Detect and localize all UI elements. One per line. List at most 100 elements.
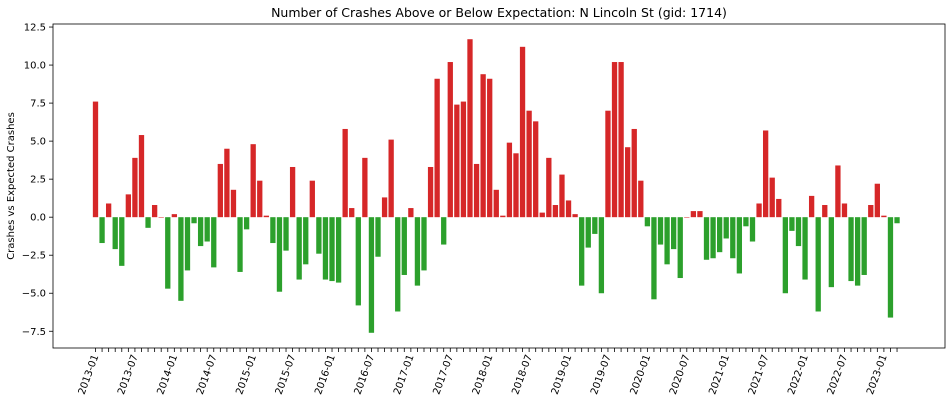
bar-122 — [894, 217, 900, 224]
bar-15 — [191, 217, 197, 224]
bar-56 — [460, 101, 467, 218]
bar-13 — [178, 217, 184, 301]
bar-63 — [506, 142, 513, 218]
bar-48 — [408, 208, 414, 218]
bar-60 — [487, 78, 493, 218]
bar-25 — [257, 180, 263, 218]
x-tick-label: 2016-07 — [353, 353, 378, 396]
bar-114 — [841, 203, 848, 218]
bar-11 — [165, 217, 171, 289]
bar-76 — [592, 217, 598, 234]
bar-79 — [611, 62, 618, 218]
x-tick-label: 2017-01 — [392, 353, 417, 396]
bar-100 — [749, 217, 756, 242]
bar-54 — [447, 62, 453, 218]
bar-84 — [644, 217, 651, 227]
y-tick-label: 12.5 — [24, 23, 46, 34]
bar-12 — [171, 214, 177, 218]
x-tick-label: 2015-01 — [234, 353, 259, 396]
bar-51 — [427, 166, 434, 218]
bar-35 — [322, 217, 329, 280]
bar-86 — [657, 217, 664, 245]
bar-40 — [355, 217, 361, 306]
y-tick-label: 10.0 — [24, 61, 46, 72]
bar-6 — [132, 157, 138, 218]
bar-65 — [519, 46, 526, 218]
bar-104 — [776, 198, 782, 218]
bar-64 — [513, 153, 519, 218]
bar-32 — [303, 217, 309, 265]
bar-24 — [250, 144, 256, 218]
bar-73 — [572, 214, 578, 218]
x-tick-label: 2017-07 — [431, 353, 456, 396]
bar-34 — [316, 217, 322, 254]
x-tick-label: 2018-01 — [471, 353, 496, 396]
bar-102 — [762, 130, 769, 218]
y-tick-label: 2.5 — [30, 175, 46, 186]
bar-78 — [605, 110, 611, 218]
bar-101 — [756, 203, 762, 218]
y-tick-label: −5.0 — [22, 289, 46, 300]
bar-58 — [473, 163, 480, 218]
bar-57 — [467, 39, 473, 218]
plot-area — [92, 39, 900, 333]
bar-69 — [546, 157, 552, 218]
bar-116 — [854, 217, 861, 286]
bar-117 — [861, 217, 867, 275]
x-tick-label: 2013-07 — [116, 353, 141, 396]
bar-119 — [874, 183, 880, 218]
bar-61 — [493, 189, 499, 218]
bar-0 — [92, 101, 99, 218]
bar-55 — [454, 104, 460, 218]
bar-89 — [677, 217, 683, 279]
bar-70 — [552, 205, 559, 218]
bar-98 — [736, 217, 743, 274]
bar-97 — [730, 217, 736, 259]
bar-71 — [559, 174, 565, 218]
bar-10 — [158, 217, 164, 218]
bar-96 — [723, 217, 729, 239]
bar-46 — [395, 217, 401, 312]
bar-92 — [697, 211, 703, 218]
bar-59 — [480, 74, 486, 218]
x-tick-label: 2021-01 — [707, 353, 732, 396]
bar-52 — [434, 78, 440, 218]
y-tick-label: 5.0 — [30, 137, 46, 148]
x-tick-label: 2018-07 — [510, 353, 535, 396]
x-tick-label: 2022-07 — [826, 353, 851, 396]
x-axis: 2013-01 2013-07 2014-01 2014-07 2015-01 2015-… — [77, 348, 898, 396]
x-tick-label: 2014-01 — [156, 353, 181, 396]
bar-9 — [151, 205, 158, 218]
bar-112 — [828, 217, 834, 288]
bar-3 — [112, 217, 118, 250]
bar-17 — [204, 217, 210, 242]
bar-2 — [105, 203, 112, 218]
bar-18 — [211, 217, 217, 268]
bar-14 — [184, 217, 191, 271]
chart-title: Number of Crashes Above or Below Expecta… — [271, 5, 727, 20]
bar-83 — [638, 180, 644, 218]
bar-107 — [795, 217, 802, 247]
bar-72 — [565, 200, 572, 218]
bar-68 — [539, 212, 545, 218]
bar-85 — [651, 217, 657, 300]
bar-41 — [362, 157, 368, 218]
bar-5 — [125, 194, 131, 218]
x-tick-label: 2015-07 — [274, 353, 299, 396]
bar-27 — [270, 217, 276, 244]
y-axis-label: Crashes vs Expected Crashes — [6, 112, 17, 260]
bar-23 — [243, 217, 250, 230]
bar-111 — [822, 205, 828, 218]
bar-36 — [329, 217, 335, 282]
x-tick-label: 2014-07 — [195, 353, 220, 396]
bar-105 — [782, 217, 788, 294]
bar-81 — [625, 147, 631, 218]
bar-26 — [263, 215, 269, 218]
y-tick-label: 0.0 — [30, 213, 46, 224]
y-tick-label: 7.5 — [30, 99, 46, 110]
bar-103 — [769, 177, 775, 218]
bar-88 — [671, 217, 677, 250]
x-tick-label: 2023-01 — [865, 353, 890, 396]
bar-113 — [835, 165, 841, 218]
